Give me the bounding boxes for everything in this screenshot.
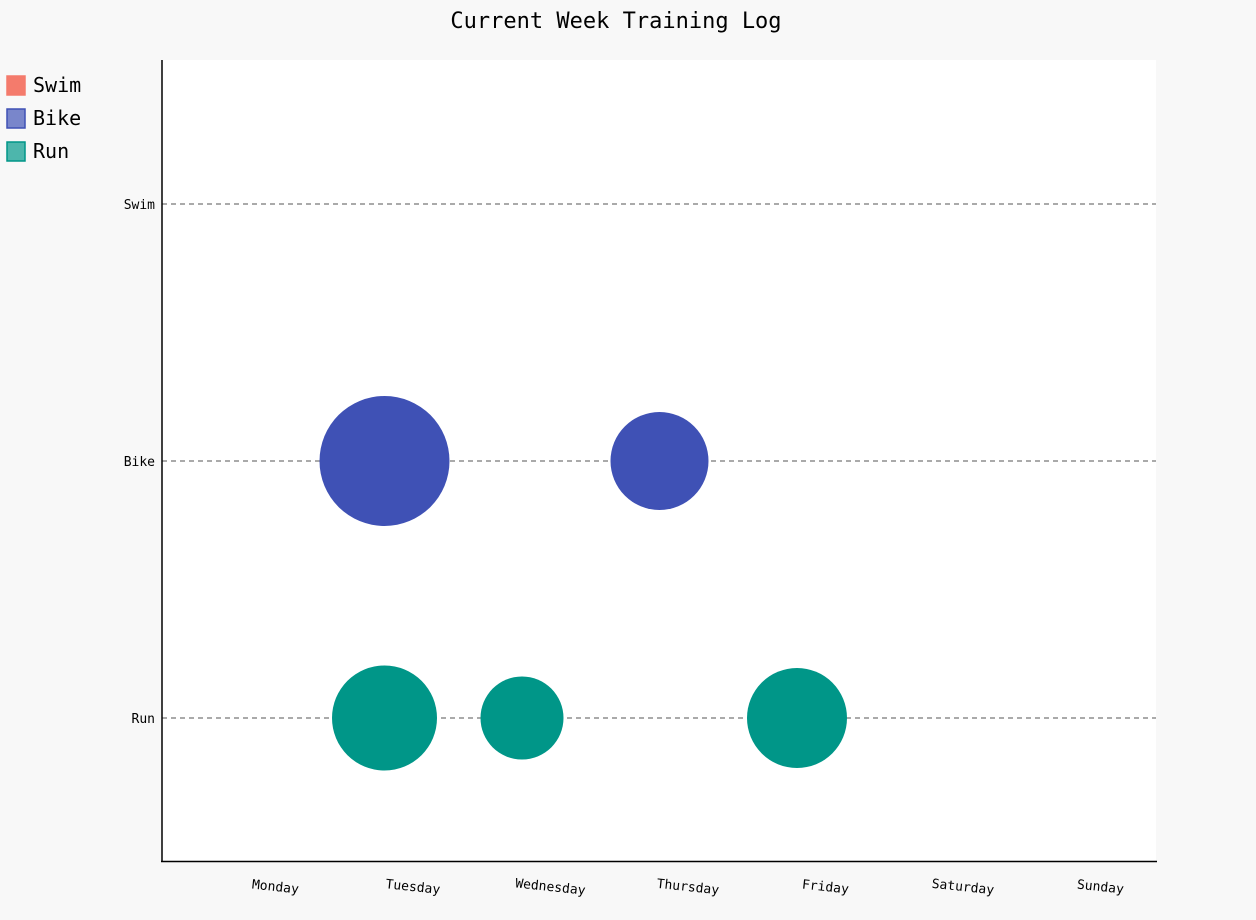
x-tick-label: Saturday (931, 877, 995, 898)
bubble-run-tuesday[interactable] (332, 665, 437, 771)
bubble-bike-thursday[interactable] (610, 412, 709, 510)
x-tick-label: Wednesday (515, 876, 587, 898)
legend-swatch (6, 108, 26, 129)
legend-item-swim[interactable]: Swim (6, 73, 81, 97)
legend: Swim Bike Run (6, 73, 81, 163)
chart-title: Current Week Training Log (450, 9, 781, 34)
bubble-bike-tuesday[interactable] (319, 396, 450, 526)
label-layer: Swim Bike Run Monday Tuesday Wednesday Thursda… (124, 198, 1125, 899)
y-tick-label: Swim (124, 198, 155, 213)
x-tick-label: Sunday (1076, 878, 1124, 898)
legend-item-run[interactable]: Run (6, 139, 69, 163)
bubble-run-wednesday[interactable] (480, 676, 564, 760)
x-tick-label: Monday (251, 878, 299, 898)
x-tick-label: Tuesday (385, 877, 441, 898)
x-tick-label: Friday (801, 878, 849, 898)
legend-swatch (6, 141, 26, 162)
legend-swatch (6, 75, 26, 96)
y-tick-label: Run (132, 712, 155, 727)
bubble-layer (319, 396, 847, 771)
axis-layer (161, 60, 1157, 863)
legend-label: Run (33, 139, 69, 163)
x-tick-label: Thursday (656, 877, 720, 898)
legend-label: Bike (33, 106, 81, 130)
legend-label: Swim (33, 73, 81, 97)
bubble-run-friday[interactable] (747, 668, 847, 768)
legend-item-bike[interactable]: Bike (6, 106, 81, 130)
y-tick-label: Bike (124, 455, 155, 470)
